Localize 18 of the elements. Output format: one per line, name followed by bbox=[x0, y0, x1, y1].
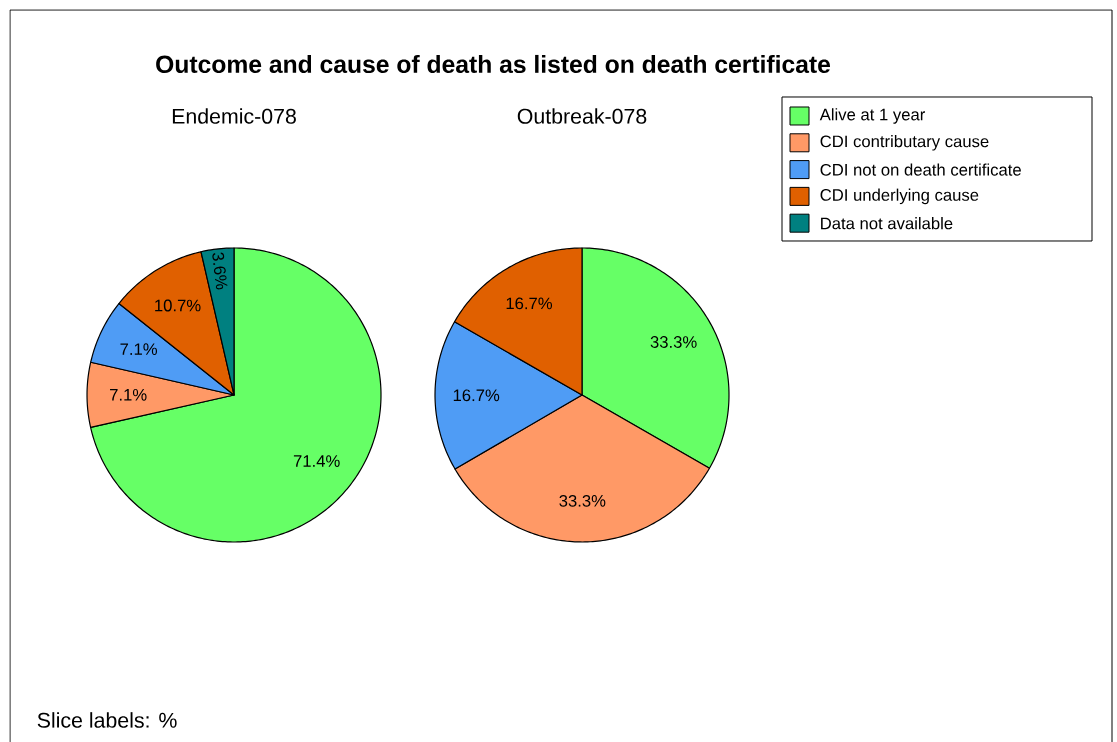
data-label: 16.7% bbox=[453, 389, 500, 402]
chart-title: Outcome and cause of death as listed on death certificate bbox=[156, 54, 831, 74]
data-label: 10.7% bbox=[155, 299, 201, 312]
data-label: 71.4% bbox=[293, 455, 340, 467]
legend-label: Alive at 1 year bbox=[819, 108, 926, 124]
legend-label: CDI underlying cause bbox=[820, 188, 979, 205]
data-label: 7.1% bbox=[120, 343, 158, 355]
legend-label: Data not available bbox=[821, 217, 953, 230]
data-label: 3.6% bbox=[212, 252, 228, 290]
data-label: 33.3% bbox=[650, 336, 697, 348]
text: Slice labels: % bbox=[37, 712, 177, 728]
chart-subtitle: Outbreak-078 bbox=[517, 108, 647, 124]
legend-label: CDI contributary cause bbox=[820, 135, 989, 151]
legend-label: CDI not on death certificate bbox=[820, 163, 1021, 176]
chart-subtitle: Endemic-078 bbox=[172, 108, 296, 124]
data-label: 7.1% bbox=[110, 388, 147, 401]
data-label: 33.3% bbox=[559, 494, 606, 507]
data-label: 16.7% bbox=[506, 297, 553, 310]
